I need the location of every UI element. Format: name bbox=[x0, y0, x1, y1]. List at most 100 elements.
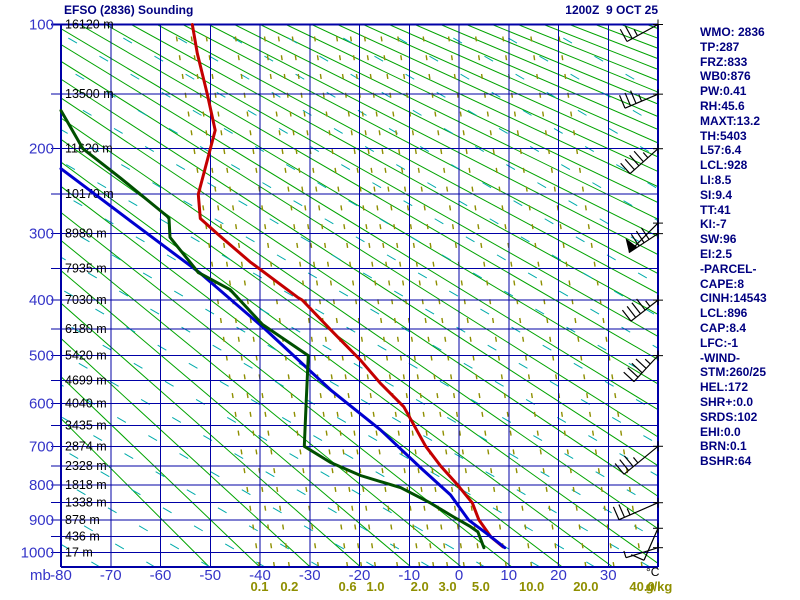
pressure-tick-label: 200 bbox=[29, 141, 54, 158]
pressure-tick-label: 300 bbox=[29, 226, 54, 243]
stat-line: -PARCEL- bbox=[700, 261, 757, 276]
temperature-axis-labels: -80 -70 -60 -50 -40 -30 -20 -10 0 10 20 30 °C bbox=[50, 565, 660, 584]
stat-line: TT:41 bbox=[700, 202, 731, 217]
datetime-label: 1200Z 9 OCT 25 bbox=[565, 3, 658, 17]
temperature-tick-label: 20 bbox=[550, 567, 567, 584]
temperature-axis-unit: °C bbox=[646, 565, 660, 579]
stat-line: LCL:896 bbox=[700, 306, 748, 321]
height-label: 16120 m bbox=[65, 18, 114, 32]
stat-line: CINH:14543 bbox=[700, 291, 767, 306]
page-title: EFSO (2836) Sounding bbox=[64, 3, 194, 17]
isobar-isotherm-grid bbox=[51, 23, 659, 568]
stat-line: PW:0.41 bbox=[700, 84, 747, 99]
temperature-tick-label: -20 bbox=[349, 567, 371, 584]
height-label: 11620 m bbox=[65, 142, 113, 156]
wind-barb bbox=[623, 350, 663, 383]
pressure-tick-label: 1000 bbox=[21, 544, 54, 561]
mixing-ratio-label: 2.0 bbox=[411, 579, 429, 594]
height-label: 4699 m bbox=[65, 373, 107, 387]
temperature-tick-label: 10 bbox=[500, 567, 517, 584]
height-label: 4040 m bbox=[65, 397, 107, 411]
height-label: 7030 m bbox=[65, 293, 107, 307]
pressure-axis-unit: mb bbox=[30, 567, 51, 584]
mixing-ratio-label: 0.1 bbox=[250, 579, 268, 594]
temperature-tick-label: -30 bbox=[299, 567, 321, 584]
mixing-ratio-label: 0.6 bbox=[339, 579, 357, 594]
mixing-ratio-label: 20.0 bbox=[573, 579, 598, 594]
temperature-tick-label: -80 bbox=[50, 567, 72, 584]
wind-barb bbox=[614, 441, 663, 475]
pressure-axis-labels: 100 200 300 400 500 600 700 800 900 1000 mb bbox=[21, 17, 54, 584]
mixing-ratio-labels: 0.1 0.2 0.6 1.0 2.0 3.0 5.0 10.0 20.0 40.0g/kg bbox=[250, 579, 672, 594]
stat-line: SW:96 bbox=[700, 232, 737, 247]
stat-line: LCL:928 bbox=[700, 158, 748, 173]
stat-line: MAXT:13.2 bbox=[700, 113, 761, 128]
mixing-ratio-label: 40.0 bbox=[629, 579, 654, 594]
stat-line: RH:45.6 bbox=[700, 98, 745, 113]
stat-line: LI:8.5 bbox=[700, 172, 732, 187]
temperature-tick-label: 30 bbox=[600, 567, 617, 584]
wind-barb bbox=[620, 143, 663, 175]
wind-barb bbox=[621, 295, 663, 322]
parcel-curve bbox=[59, 167, 507, 550]
height-label: 878 m bbox=[65, 513, 100, 527]
height-label: 8980 m bbox=[65, 227, 107, 241]
stat-line: SHR+:0.0 bbox=[700, 394, 754, 409]
wind-barb bbox=[619, 19, 663, 43]
stat-line: FRZ:833 bbox=[700, 54, 748, 69]
stat-line: EI:2.5 bbox=[700, 246, 733, 261]
mixing-ratio-label: 3.0 bbox=[439, 579, 457, 594]
stat-line: BSHR:64 bbox=[700, 454, 752, 469]
stat-line: L57:6.4 bbox=[700, 143, 742, 158]
stat-line: WMO: 2836 bbox=[700, 25, 765, 39]
mixing-ratio-label: 5.0 bbox=[472, 579, 490, 594]
mixing-ratio-label: 1.0 bbox=[366, 579, 384, 594]
pressure-tick-label: 500 bbox=[29, 348, 54, 365]
pressure-tick-label: 900 bbox=[29, 512, 54, 529]
height-label: 1338 m bbox=[65, 496, 107, 510]
temperature-tick-label: -50 bbox=[199, 567, 221, 584]
temperature-tick-label: 0 bbox=[455, 567, 463, 584]
height-label: 2328 m bbox=[65, 459, 107, 473]
height-label: 7935 m bbox=[65, 262, 107, 276]
stat-line: CAP:8.4 bbox=[700, 320, 747, 335]
height-label: 1818 m bbox=[65, 478, 107, 492]
height-label: 5420 m bbox=[65, 349, 107, 363]
pressure-tick-label: 600 bbox=[29, 396, 54, 413]
stat-line: KI:-7 bbox=[700, 217, 727, 232]
wind-barb bbox=[623, 542, 663, 559]
pressure-tick-label: 400 bbox=[29, 292, 54, 309]
stats-panel: WMO: 2836 TP:287 FRZ:833 WB0:876 PW:0.41 RH:4… bbox=[700, 25, 800, 469]
stat-line: SRDS:102 bbox=[700, 409, 758, 424]
mixing-ratio-label: 10.0 bbox=[519, 579, 544, 594]
wind-barbs bbox=[612, 19, 663, 561]
stat-line: LFC:-1 bbox=[700, 335, 738, 350]
wind-barb bbox=[618, 89, 663, 109]
stat-line: SI:9.4 bbox=[700, 187, 733, 202]
stat-line: WB0:876 bbox=[700, 69, 751, 84]
moist-adiabat-lines bbox=[61, 24, 658, 567]
stat-line: TP:287 bbox=[700, 39, 740, 54]
temperature-tick-label: -40 bbox=[249, 567, 271, 584]
wind-barb bbox=[612, 497, 663, 521]
stat-line: -WIND- bbox=[700, 350, 740, 365]
temperature-curve bbox=[190, 23, 505, 549]
mixing-ratio-unit: g/kg bbox=[646, 579, 673, 594]
pressure-tick-label: 800 bbox=[29, 477, 54, 494]
height-label: 2874 m bbox=[65, 439, 107, 453]
stat-line: EHI:0.0 bbox=[700, 424, 741, 439]
mixing-ratio-label: 0.2 bbox=[280, 579, 298, 594]
dry-adiabat-lines bbox=[61, 24, 658, 567]
pressure-tick-label: 100 bbox=[29, 17, 54, 34]
height-label: 6180 m bbox=[65, 322, 107, 336]
temperature-tick-label: -70 bbox=[100, 567, 122, 584]
pressure-tick-label: 700 bbox=[29, 438, 54, 455]
height-label: 17 m bbox=[65, 545, 93, 559]
mixing-ratio-lines bbox=[173, 24, 643, 567]
height-label: 13500 m bbox=[65, 87, 114, 101]
dewpoint-curve bbox=[59, 109, 486, 550]
stat-line: CAPE:8 bbox=[700, 276, 745, 291]
